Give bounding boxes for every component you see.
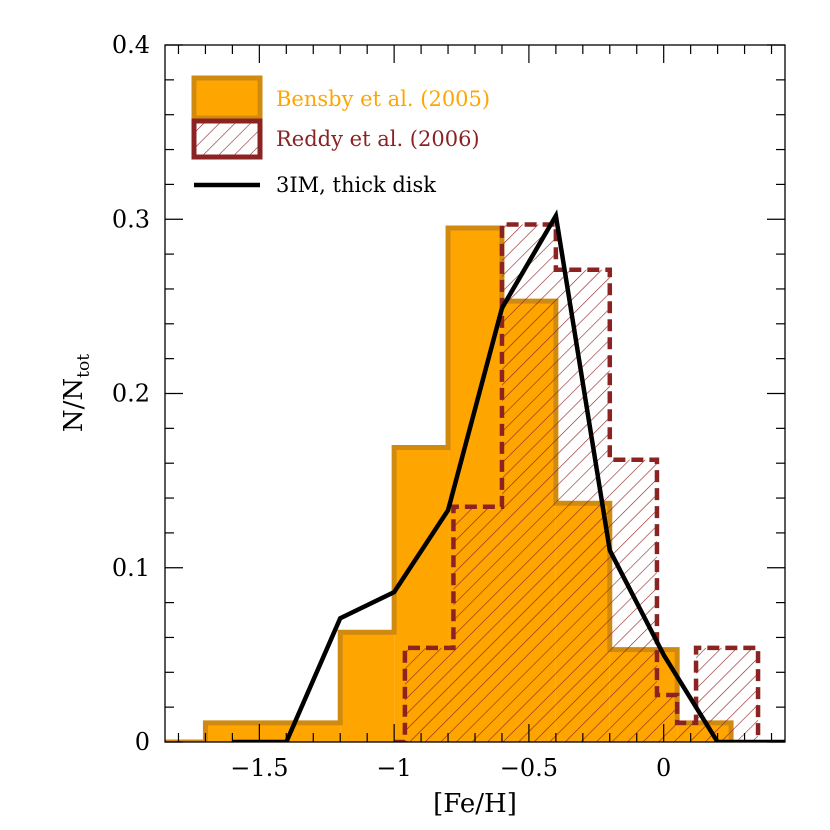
legend-label-3im: 3IM, thick disk xyxy=(276,173,436,197)
y-axis-title-main: N/N xyxy=(59,378,89,432)
y-tick-label: 0.4 xyxy=(112,31,150,59)
legend-swatch-reddy xyxy=(191,118,263,160)
y-tick-label: 0 xyxy=(135,728,150,756)
reddy-bar xyxy=(453,506,502,742)
reddy-bar xyxy=(696,647,759,742)
x-tick-label: −1.5 xyxy=(230,754,288,782)
y-tick-label: 0.2 xyxy=(112,380,150,408)
x-tick-label: −0.5 xyxy=(500,754,558,782)
3im-line xyxy=(232,209,785,742)
y-axis-title: N/Ntot xyxy=(59,354,94,432)
legend: Bensby et al. (2005) Reddy et al. (2006)… xyxy=(191,75,490,197)
y-axis-title-subscript: tot xyxy=(74,354,94,378)
y-tick-label: 0.3 xyxy=(112,205,150,233)
legend-swatch-bensby xyxy=(191,75,263,121)
reddy-bar xyxy=(404,647,454,742)
x-tick-label: −1 xyxy=(376,754,411,782)
tick-labels: −1.5 −1 −0.5 0 0 0.1 0.2 0.3 0.4 xyxy=(112,31,672,782)
y-tick-label: 0.1 xyxy=(112,554,150,582)
reddy-bar xyxy=(677,722,697,742)
reddy-bar xyxy=(501,224,556,742)
bensby-bar xyxy=(340,632,395,742)
reddy-bar xyxy=(656,694,678,742)
legend-label-reddy: Reddy et al. (2006) xyxy=(276,127,480,151)
x-axis-title: [Fe/H] xyxy=(433,789,517,819)
axes-frame xyxy=(164,44,786,743)
x-tick-label: 0 xyxy=(656,754,671,782)
bensby-bar xyxy=(205,722,341,742)
plot-area xyxy=(165,209,785,742)
reddy-outline xyxy=(394,222,761,742)
legend-label-bensby: Bensby et al. (2005) xyxy=(276,87,490,111)
